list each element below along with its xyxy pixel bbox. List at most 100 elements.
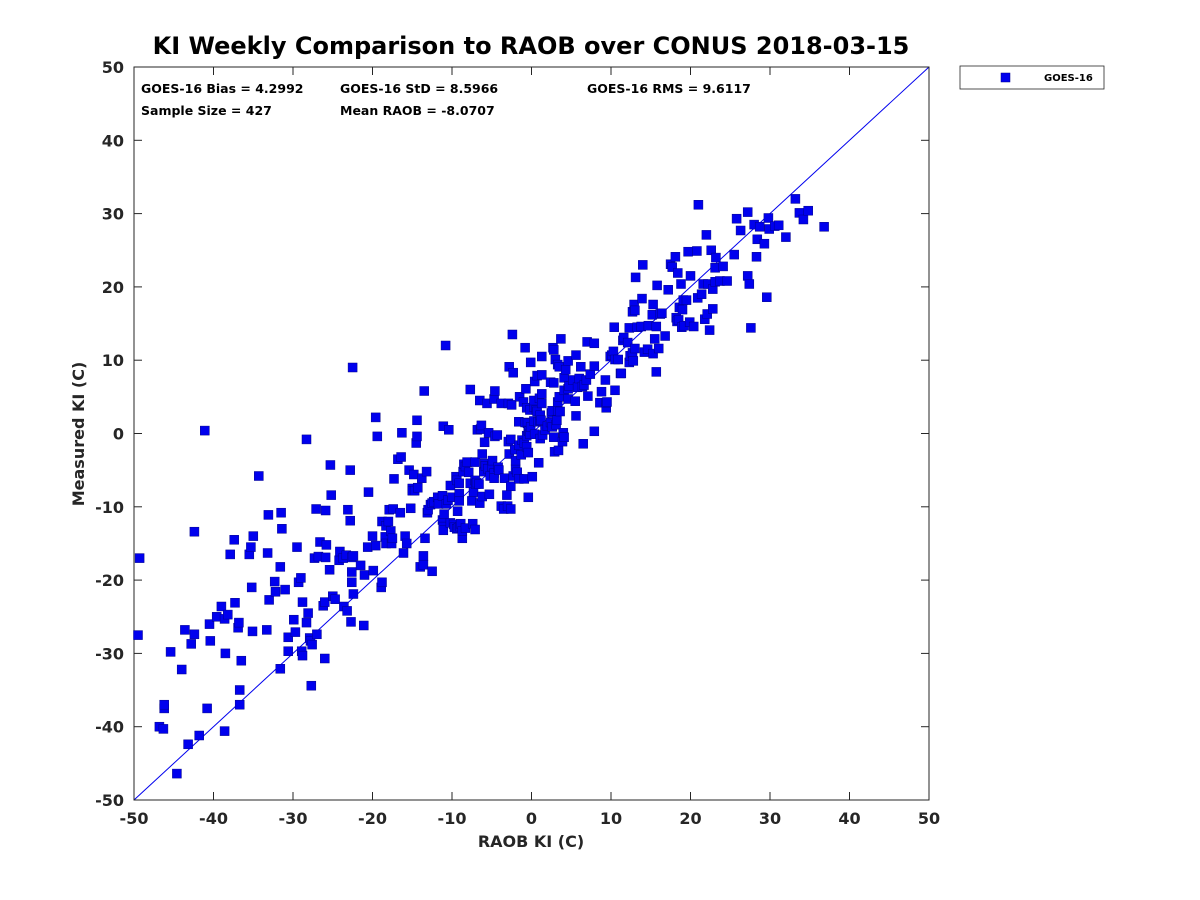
data-point: [653, 343, 664, 354]
data-point: [781, 232, 791, 242]
data-point: [297, 650, 308, 661]
data-point: [234, 617, 244, 628]
data-point: [275, 562, 286, 572]
data-point: [479, 437, 490, 448]
data-point: [202, 703, 212, 714]
data-point: [589, 338, 600, 349]
data-point: [419, 386, 429, 396]
data-point: [710, 263, 720, 273]
data-point: [246, 542, 256, 552]
data-point: [200, 425, 210, 436]
y-tick-label: -30: [95, 644, 124, 663]
data-point: [216, 601, 227, 612]
data-point: [589, 426, 600, 437]
data-point: [630, 343, 640, 354]
data-point: [420, 533, 430, 544]
data-point: [320, 597, 330, 607]
data-point: [283, 646, 293, 656]
data-point: [158, 724, 169, 734]
data-point: [292, 542, 302, 552]
data-point: [405, 503, 416, 514]
data-point: [204, 619, 215, 629]
data-point: [377, 577, 387, 588]
x-tick-label: 20: [679, 809, 701, 828]
data-point: [681, 295, 692, 305]
data-point: [555, 406, 565, 417]
data-point: [234, 685, 245, 695]
legend-label-goes16: GOES-16: [1044, 73, 1093, 84]
data-point: [616, 368, 627, 379]
data-point: [230, 598, 240, 608]
y-tick-label: 40: [102, 131, 124, 150]
data-point: [570, 396, 580, 406]
data-point: [742, 271, 753, 281]
data-point: [452, 506, 463, 516]
data-point: [608, 346, 619, 357]
data-point: [306, 680, 317, 691]
data-point: [549, 345, 559, 355]
data-point: [549, 378, 559, 388]
data-point: [630, 305, 640, 316]
data-point: [651, 321, 662, 332]
data-point: [537, 398, 547, 409]
data-point: [589, 361, 600, 371]
data-point: [484, 489, 495, 500]
data-point: [275, 664, 286, 674]
data-point: [401, 538, 412, 549]
x-tick-label: -50: [120, 809, 149, 828]
data-point: [312, 629, 322, 640]
stat-rms: GOES-16 RMS = 9.6117: [587, 81, 751, 96]
stat-mean-raob: Mean RAOB = -8.0707: [340, 103, 495, 118]
data-point: [474, 479, 484, 489]
data-point: [676, 279, 686, 289]
y-tick-label: 10: [102, 351, 124, 370]
data-point: [602, 397, 612, 407]
data-point: [263, 510, 274, 520]
x-tick-label: 0: [526, 809, 537, 828]
data-point: [326, 490, 336, 500]
data-point: [751, 252, 762, 262]
data-point: [417, 473, 427, 483]
data-point: [367, 531, 378, 541]
y-tick-label: 20: [102, 278, 124, 297]
data-point: [262, 625, 272, 635]
data-point: [667, 262, 677, 272]
data-point: [657, 308, 667, 319]
data-point: [347, 362, 358, 373]
data-point: [499, 473, 510, 483]
data-point: [370, 540, 381, 551]
data-point: [205, 636, 216, 646]
data-point: [520, 342, 530, 353]
data-point: [389, 474, 399, 484]
y-tick-label: 30: [102, 205, 124, 224]
data-point: [276, 507, 286, 518]
data-point: [444, 425, 454, 435]
data-point: [638, 260, 648, 270]
data-point: [722, 276, 732, 286]
data-point: [596, 386, 607, 397]
data-point: [189, 526, 200, 537]
data-point: [622, 337, 633, 348]
data-point: [440, 340, 451, 351]
data-point: [359, 620, 369, 631]
data-point: [489, 473, 499, 483]
data-point: [183, 739, 193, 750]
data-point: [290, 627, 301, 637]
data-point: [670, 252, 681, 262]
data-point: [490, 386, 500, 396]
data-point: [559, 432, 569, 442]
x-tick-label: 10: [600, 809, 622, 828]
data-point: [301, 617, 312, 628]
data-point: [438, 525, 449, 536]
data-point: [533, 458, 544, 468]
data-point: [790, 194, 801, 204]
data-point: [370, 412, 381, 423]
data-point: [283, 632, 293, 643]
data-point: [649, 334, 660, 344]
data-point: [507, 329, 518, 340]
data-point: [421, 466, 432, 477]
data-point: [660, 331, 670, 341]
x-tick-label: -20: [358, 809, 387, 828]
